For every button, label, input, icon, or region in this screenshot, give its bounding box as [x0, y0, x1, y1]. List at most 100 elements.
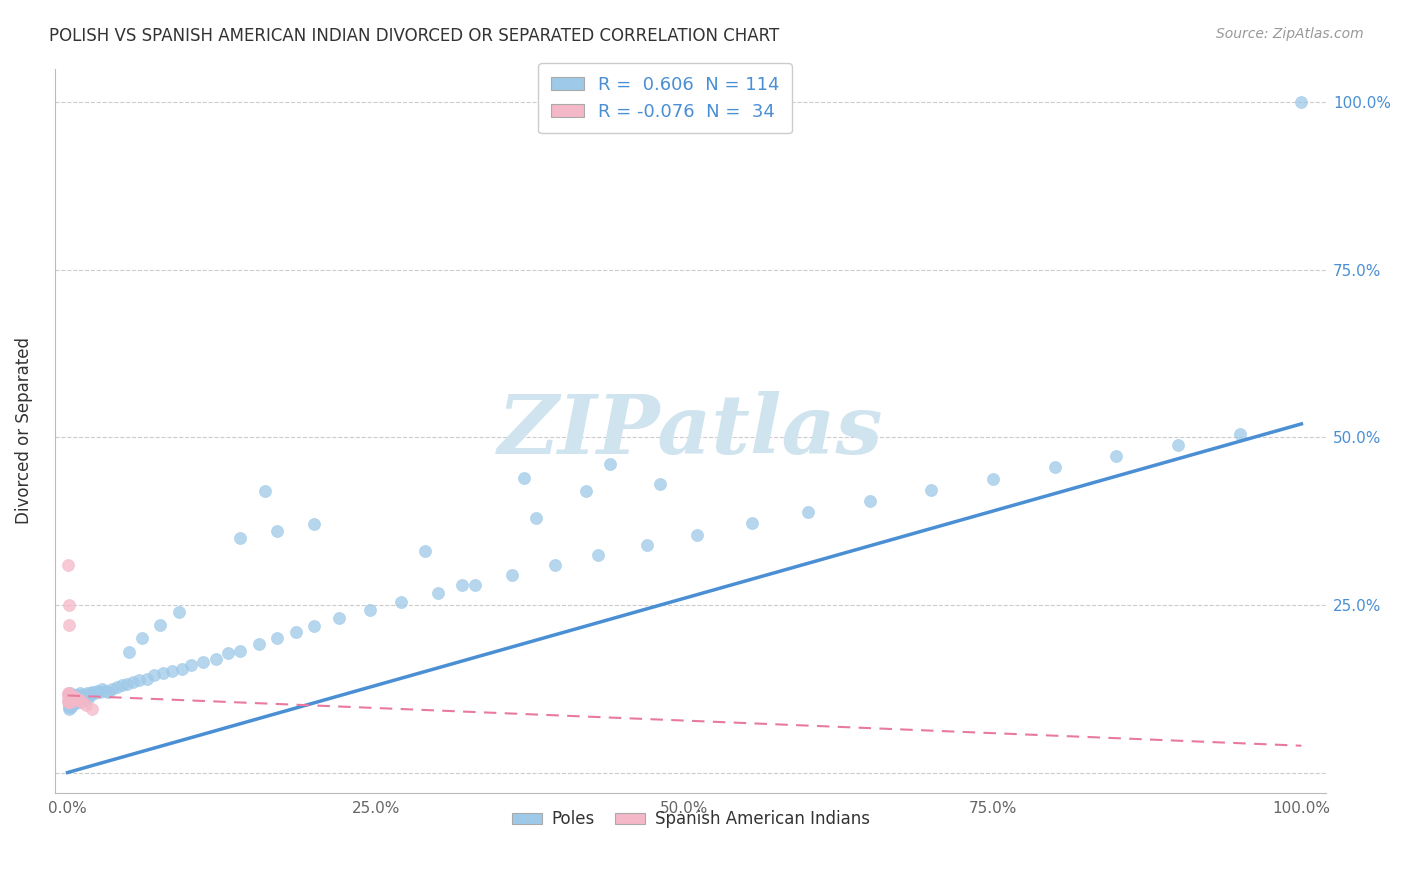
Point [58, 690, 80, 705]
Point [1043, 460, 1066, 475]
Point [741, 516, 763, 530]
Point [66, 689, 89, 703]
Point [65, 689, 87, 703]
Point [167, 605, 190, 619]
Point [60, 697, 83, 711]
Point [636, 538, 658, 552]
Point [58, 689, 80, 703]
Point [389, 594, 412, 608]
Point [58, 695, 80, 709]
Point [82, 685, 104, 699]
Point [91, 681, 114, 696]
Point [162, 664, 184, 678]
Point [65, 695, 87, 709]
Point [58, 695, 80, 709]
Point [73, 691, 96, 706]
Point [229, 531, 252, 545]
Point [86, 683, 108, 698]
Point [63, 690, 86, 705]
Point [59, 686, 82, 700]
Text: ZIPatlas: ZIPatlas [498, 391, 883, 471]
Point [60, 693, 83, 707]
Point [59, 697, 82, 711]
Point [60, 695, 83, 709]
Point [58, 695, 80, 709]
Point [526, 510, 548, 524]
Point [284, 624, 307, 639]
Point [217, 646, 239, 660]
Point [266, 524, 288, 538]
Point [62, 690, 84, 705]
Point [58, 702, 80, 716]
Point [304, 517, 326, 532]
Point [62, 693, 84, 707]
Point [72, 693, 94, 707]
Point [59, 690, 82, 705]
Point [69, 691, 91, 706]
Point [858, 494, 880, 508]
Point [66, 693, 89, 707]
Point [60, 689, 83, 703]
Point [59, 699, 82, 714]
Point [1167, 438, 1189, 452]
Point [58, 691, 80, 706]
Text: POLISH VS SPANISH AMERICAN INDIAN DIVORCED OR SEPARATED CORRELATION CHART: POLISH VS SPANISH AMERICAN INDIAN DIVORC… [49, 27, 779, 45]
Point [66, 693, 89, 707]
Point [575, 483, 598, 498]
Point [83, 686, 105, 700]
Point [58, 699, 80, 714]
Point [599, 457, 621, 471]
Point [80, 686, 103, 700]
Point [247, 637, 270, 651]
Point [115, 677, 138, 691]
Point [204, 651, 226, 665]
Point [63, 695, 86, 709]
Point [63, 690, 86, 705]
Point [69, 686, 91, 700]
Point [62, 690, 84, 705]
Point [58, 686, 80, 700]
Point [70, 690, 93, 705]
Point [58, 695, 80, 709]
Point [586, 548, 609, 562]
Point [58, 693, 80, 707]
Point [253, 483, 276, 498]
Point [58, 686, 80, 700]
Point [426, 586, 449, 600]
Text: Source: ZipAtlas.com: Source: ZipAtlas.com [1216, 27, 1364, 41]
Point [59, 690, 82, 705]
Point [58, 690, 80, 705]
Point [67, 695, 90, 709]
Point [72, 695, 94, 709]
Point [58, 689, 80, 703]
Point [149, 618, 172, 632]
Point [65, 691, 87, 706]
Point [58, 598, 80, 612]
Point [62, 697, 84, 711]
Point [797, 505, 820, 519]
Point [111, 678, 134, 692]
Point [62, 690, 84, 705]
Point [65, 691, 87, 706]
Point [60, 690, 83, 705]
Point [60, 699, 83, 714]
Point [62, 695, 84, 709]
Point [58, 689, 80, 703]
Point [501, 567, 523, 582]
Point [58, 689, 80, 703]
Point [89, 685, 111, 699]
Point [131, 632, 153, 646]
Point [72, 690, 94, 705]
Point [142, 668, 165, 682]
Point [118, 645, 141, 659]
Point [60, 693, 83, 707]
Point [229, 643, 252, 657]
Point [56, 558, 79, 572]
Point [56, 693, 79, 707]
Point [58, 690, 80, 705]
Point [69, 693, 91, 707]
Point [513, 470, 536, 484]
Point [544, 558, 567, 572]
Point [59, 689, 82, 703]
Point [1291, 95, 1313, 109]
